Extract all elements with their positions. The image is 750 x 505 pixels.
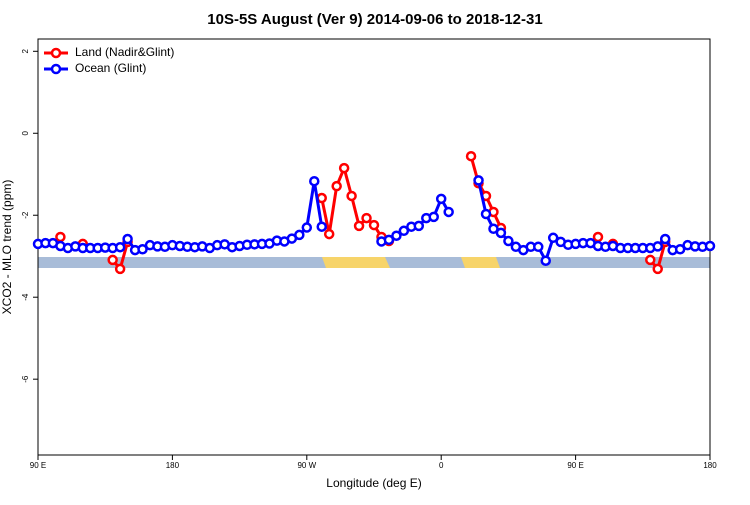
data-point xyxy=(480,208,492,220)
data-point xyxy=(122,233,133,245)
data-point xyxy=(674,244,686,255)
data-point xyxy=(435,193,447,205)
data-point xyxy=(316,221,327,232)
data-point xyxy=(645,254,656,266)
data-point xyxy=(443,206,454,218)
x-tick-label: 180 xyxy=(703,461,717,470)
map-strip xyxy=(38,257,710,268)
x-tick-label: 0 xyxy=(439,461,444,470)
data-point xyxy=(346,190,357,202)
data-point xyxy=(309,175,320,187)
data-point xyxy=(704,240,716,252)
legend-marker xyxy=(50,47,62,59)
y-tick-label: 0 xyxy=(21,130,30,135)
data-point xyxy=(137,244,148,255)
data-point xyxy=(503,235,514,247)
data-point xyxy=(488,223,499,235)
data-point xyxy=(540,255,551,266)
data-point xyxy=(323,228,335,240)
data-point xyxy=(659,233,671,245)
data-point xyxy=(368,219,380,231)
x-axis-label: Longitude (deg E) xyxy=(326,476,421,490)
data-point xyxy=(391,230,402,241)
data-point xyxy=(465,150,477,162)
data-point xyxy=(383,234,395,246)
data-point xyxy=(301,222,313,233)
x-tick-label: 90 E xyxy=(567,461,583,470)
data-point xyxy=(495,227,507,239)
data-point xyxy=(114,241,126,253)
y-tick-label: 2 xyxy=(21,49,30,54)
data-point xyxy=(353,220,365,232)
data-point xyxy=(652,241,663,252)
data-point xyxy=(361,212,372,224)
data-point xyxy=(413,220,425,232)
data-point xyxy=(533,241,544,253)
legend-label: Ocean (Glint) xyxy=(75,61,146,75)
data-point xyxy=(473,175,484,186)
data-point xyxy=(428,211,439,223)
y-tick-label: -6 xyxy=(21,375,30,383)
legend-label: Land (Nadir&Glint) xyxy=(75,45,174,59)
y-tick-label: -2 xyxy=(21,211,30,219)
series-line xyxy=(320,163,390,243)
x-tick-label: 90 W xyxy=(297,461,316,470)
data-point xyxy=(107,254,118,266)
x-tick-label: 180 xyxy=(166,461,180,470)
data-point xyxy=(652,263,663,275)
y-axis-label: XCO2 - MLO trend (ppm) xyxy=(0,180,14,315)
x-tick-label: 90 E xyxy=(30,461,46,470)
data-point xyxy=(114,263,126,275)
data-point xyxy=(547,232,559,244)
data-point xyxy=(338,162,350,174)
data-point xyxy=(398,225,410,237)
data-point xyxy=(55,231,66,243)
legend-marker xyxy=(50,63,62,75)
data-point xyxy=(294,229,305,241)
data-point xyxy=(331,180,342,192)
chart-title: 10S-5S August (Ver 9) 2014-09-06 to 2018… xyxy=(207,11,542,28)
data-point xyxy=(592,231,604,243)
y-tick-label: -4 xyxy=(21,293,30,301)
